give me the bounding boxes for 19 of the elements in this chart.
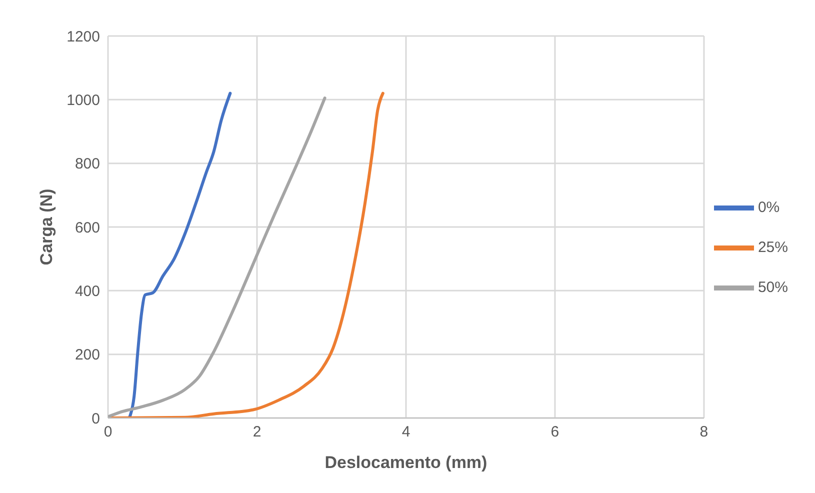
- line-series: [108, 92, 384, 418]
- y-axis-title: Carga (N): [37, 188, 56, 266]
- y-tick-label: 0: [92, 410, 100, 428]
- x-tick-label: 0: [104, 424, 112, 441]
- x-axis-title: Deslocamento (mm): [324, 453, 488, 472]
- y-tick-label: 400: [74, 282, 100, 300]
- y-tick-label: 600: [74, 219, 100, 236]
- x-tick-label: 6: [550, 424, 560, 441]
- y-tick-label: 1200: [66, 28, 100, 46]
- legend-label: 25%: [758, 238, 788, 256]
- line-series: [108, 96, 326, 418]
- legend-label: 50%: [758, 278, 788, 296]
- x-tick-label: 8: [700, 424, 708, 441]
- y-tick-label: 800: [74, 156, 100, 173]
- x-tick-label: 4: [402, 424, 410, 441]
- legend-label: 0%: [758, 198, 780, 216]
- x-tick-label: 2: [252, 424, 262, 441]
- y-tick-label: 200: [74, 346, 100, 364]
- y-tick-label: 1000: [66, 92, 100, 109]
